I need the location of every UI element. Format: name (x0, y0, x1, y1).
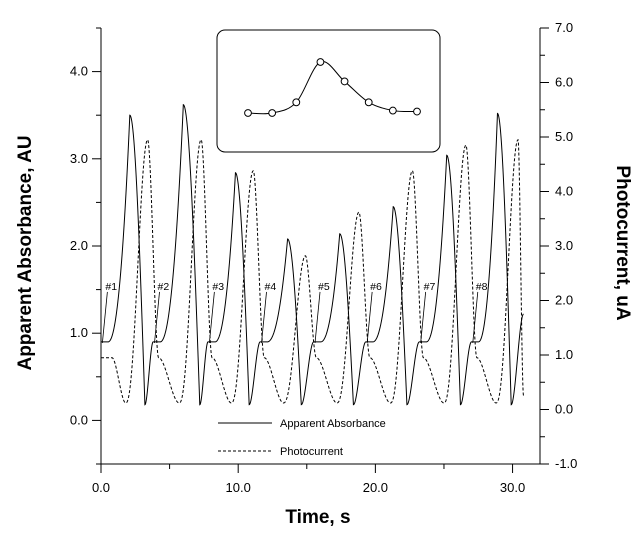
y-left-tick-label: 3.0 (70, 151, 88, 166)
peak-leader-line (472, 291, 479, 343)
y-axis-right-title: Photocurrent, uA (612, 165, 633, 320)
y-right-tick-label: 4.0 (555, 184, 573, 199)
x-tick-label: 30.0 (500, 480, 525, 495)
y-right-tick-label: 1.0 (555, 347, 573, 362)
legend-absorbance-label: Apparent Absorbance (280, 418, 386, 430)
y-right-tick-label: 6.0 (555, 75, 573, 90)
y-left-tick-label: 0.0 (70, 412, 88, 427)
legend-group: Apparent Absorbance Photocurrent (218, 418, 386, 458)
peak-label: #4 (265, 281, 277, 293)
series-line-apparent-absorbance (101, 104, 524, 406)
inset-point (413, 107, 421, 116)
peak-leader-line (314, 291, 321, 343)
peak-label: #6 (370, 281, 382, 293)
inset-point (244, 109, 252, 117)
y-right-tick-label: 3.0 (555, 238, 573, 253)
y-right-tick-label: 2.0 (555, 293, 573, 308)
inset-point (292, 98, 301, 107)
y-axis-left-title: Apparent Absorbance, AU (15, 135, 36, 370)
legend-photocurrent-label: Photocurrent (280, 446, 343, 458)
axes-group: 0.0 10.0 20.0 30.0 0.0 1.0 2.0 3.0 4.0 -1.0 0.0 1.0… (70, 20, 577, 495)
peak-label: #8 (476, 281, 488, 293)
inset-point (364, 98, 373, 107)
x-tick-label: 0.0 (92, 480, 110, 495)
y-right-tick-label: 5.0 (555, 129, 573, 144)
peak-label: #1 (105, 281, 117, 293)
y-left-tick-label: 4.0 (70, 64, 88, 79)
inset-point (388, 106, 397, 115)
peak-leader-line (420, 291, 427, 343)
series-group (101, 104, 525, 406)
peak-label: #2 (158, 281, 170, 293)
inset-point (316, 58, 325, 66)
inset-point (340, 77, 349, 86)
peak-leader-line (154, 291, 160, 343)
peak-labels-group: #1 #2 #3 #4 #5 #6 #7 #8 (101, 281, 488, 343)
y-right-tick-label: -1.0 (555, 456, 577, 471)
inset-group (216, 29, 441, 153)
x-axis-title: Time, s (285, 507, 350, 528)
peak-leader-line (101, 291, 108, 343)
peak-label: #5 (318, 281, 330, 293)
peak-leader-line (208, 291, 215, 343)
peak-label: #3 (212, 281, 224, 293)
x-tick-label: 10.0 (226, 480, 251, 495)
peak-leader-line (366, 291, 373, 343)
series-line-photocurrent (101, 138, 525, 404)
inset-frame (216, 29, 441, 153)
x-tick-label: 20.0 (363, 480, 388, 495)
y-left-tick-label: 1.0 (70, 325, 88, 340)
y-right-tick-label: 7.0 (555, 20, 573, 35)
peak-label: #7 (424, 281, 436, 293)
y-left-tick-label: 2.0 (70, 238, 88, 253)
peak-leader-line (261, 291, 267, 343)
inset-point (268, 109, 277, 117)
y-right-tick-label: 0.0 (555, 402, 573, 417)
